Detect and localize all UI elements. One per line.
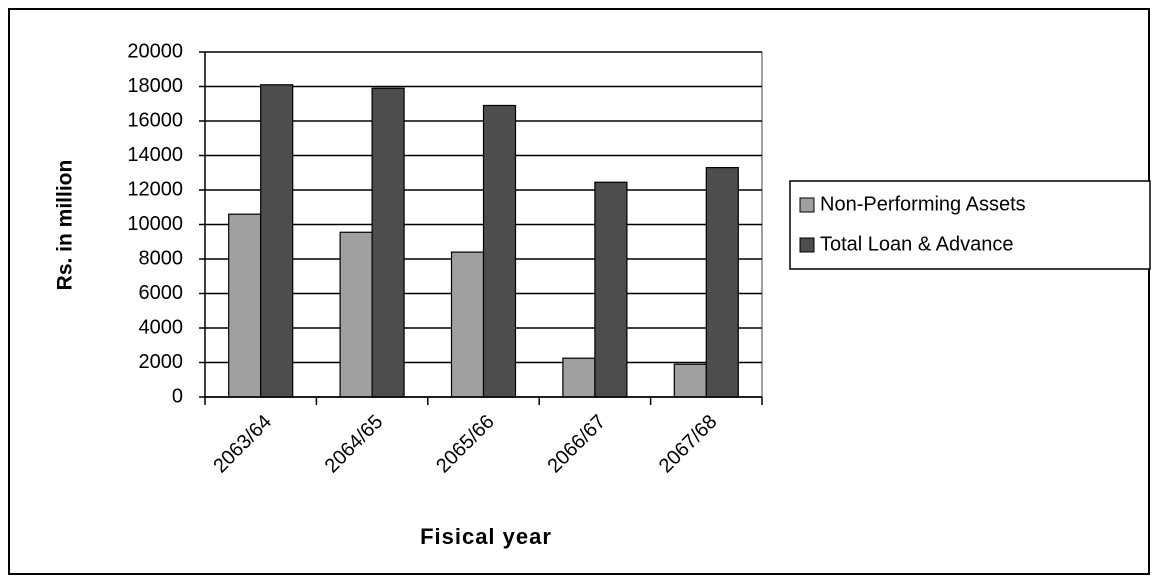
y-tick-label: 0: [172, 385, 183, 407]
y-tick-label: 12000: [127, 178, 183, 200]
bar: [371, 87, 405, 398]
bar: [594, 181, 628, 398]
y-tick-label: 4000: [139, 316, 184, 338]
bar: [260, 84, 294, 398]
bar: [673, 363, 707, 398]
bar: [482, 104, 517, 398]
y-tick-label: 14000: [127, 144, 183, 166]
y-axis-title: Rs. in million: [54, 160, 77, 291]
y-tick-label: 2000: [139, 351, 184, 373]
y-tick-label: 8000: [139, 247, 184, 269]
legend-swatch: [799, 237, 815, 253]
legend-label: Total Loan & Advance: [820, 233, 1013, 255]
y-tick-label: 10000: [127, 213, 183, 235]
legend-swatch: [799, 197, 815, 213]
x-axis-title: Fisical year: [420, 524, 552, 549]
bar: [339, 231, 373, 398]
bar: [228, 213, 262, 398]
legend: [789, 180, 1151, 270]
y-tick-label: 20000: [127, 40, 183, 62]
y-tick-label: 18000: [127, 75, 183, 97]
bar: [450, 251, 485, 398]
chart-frame: [8, 8, 1150, 575]
y-tick-label: 16000: [127, 109, 183, 131]
bar: [562, 357, 596, 398]
y-tick-label: 6000: [139, 282, 184, 304]
legend-label: Non-Performing Assets: [820, 193, 1026, 215]
bar: [705, 166, 739, 398]
